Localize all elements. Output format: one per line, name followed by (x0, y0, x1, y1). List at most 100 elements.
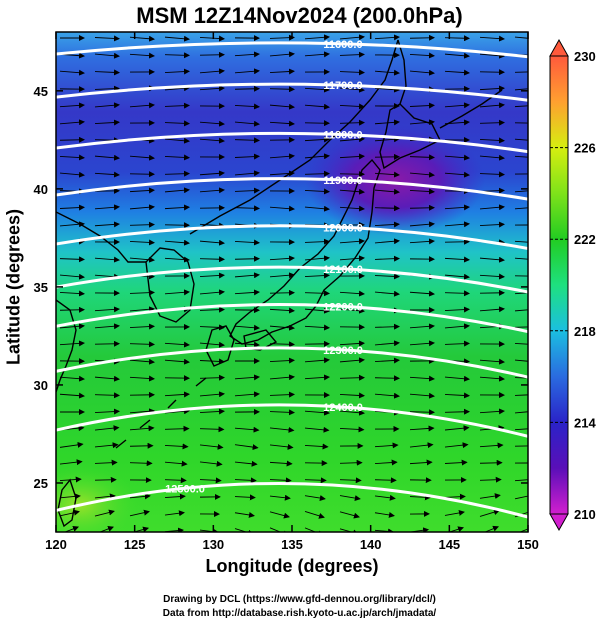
contour-label: 12400.0 (323, 402, 363, 414)
colorbar-bottom-extend (549, 513, 569, 532)
wind-vector (59, 290, 85, 297)
wind-vector (479, 273, 505, 280)
wind-vector (409, 171, 435, 178)
colorbar-ticks: 210 214 218 222 226 230 (550, 49, 596, 522)
wind-vector (234, 460, 258, 467)
wind-vector (234, 374, 260, 381)
colorbar-tick-label: 226 (574, 141, 596, 156)
wind-vector (479, 35, 505, 42)
wind-vector (59, 136, 85, 143)
wind-vector (304, 153, 330, 160)
wind-vector (479, 509, 500, 517)
wind-vector (374, 188, 400, 195)
wind-vector (269, 426, 295, 433)
wind-vector (304, 238, 330, 245)
wind-vector (94, 509, 115, 517)
wind-vector (199, 460, 223, 467)
wind-vector (234, 341, 260, 348)
height-contours: 11600.0 11700.0 11800.0 11900.0 12000.0 12100… (56, 39, 528, 519)
wind-vector (444, 408, 470, 415)
wind-vector (132, 526, 150, 532)
wind-vector (59, 392, 85, 399)
wind-vector (199, 170, 225, 177)
y-tick-label: 40 (34, 182, 48, 197)
coastlines (56, 39, 503, 528)
wind-vector (304, 188, 330, 195)
wind-vector (409, 392, 435, 399)
wind-vector (444, 323, 470, 330)
contour-line (56, 481, 528, 519)
wind-vector (409, 102, 435, 109)
wind-vector (234, 444, 259, 451)
wind-vector (339, 205, 365, 212)
wind-vector (374, 442, 399, 449)
wind-vector (59, 119, 85, 126)
wind-vector (479, 85, 505, 92)
wind-vector (94, 102, 120, 109)
wind-vector (164, 289, 190, 296)
wind-vector (304, 409, 330, 416)
chart-title: MSM 12Z14Nov2024 (200.0hPa) (136, 3, 463, 28)
credit-data-source: Data from http://database.rish.kyoto-u.a… (162, 608, 437, 619)
wind-vector (164, 425, 190, 432)
contour-label: 12300.0 (323, 345, 363, 357)
wind-vector (374, 494, 396, 501)
wind-vector (164, 52, 190, 59)
wind-vector (269, 205, 295, 212)
wind-vector (234, 170, 260, 177)
wind-vector (269, 289, 295, 296)
wind-vector (374, 69, 400, 76)
wind-vector (129, 306, 155, 313)
colorbar-tick-label: 222 (574, 232, 596, 247)
wind-vector (479, 358, 505, 365)
wind-vector (304, 170, 330, 177)
wind-vector (269, 307, 295, 314)
wind-vector (164, 443, 189, 450)
wind-vector (129, 204, 155, 211)
wind-vector (199, 443, 224, 450)
wind-vector (199, 85, 225, 92)
wind-vector (479, 102, 505, 109)
wind-vector (234, 477, 257, 484)
wind-vector (94, 256, 120, 263)
y-tick-label: 35 (34, 280, 48, 295)
wind-vector (304, 357, 330, 364)
japan-hokkaido-coast (379, 103, 441, 170)
wind-vector (129, 442, 154, 449)
contour-line (56, 265, 528, 294)
wind-vector (514, 342, 528, 345)
wind-vector (129, 375, 155, 382)
wind-vector (339, 34, 365, 41)
wind-vector (234, 239, 260, 246)
wind-vector (374, 136, 400, 143)
wind-vector (94, 35, 120, 42)
wind-vector (164, 137, 190, 144)
wind-vector (448, 526, 465, 532)
contour-line (56, 177, 528, 201)
japan-shikoku-coast (243, 329, 278, 351)
wind-vector (514, 257, 528, 260)
wind-vector (59, 171, 85, 178)
wind-vector (304, 51, 330, 58)
wind-vector (199, 374, 225, 381)
wind-vector (409, 34, 435, 41)
wind-vector (59, 459, 83, 466)
y-axis-ticks: 25 30 35 40 45 (34, 84, 528, 491)
wind-vector (164, 68, 190, 75)
wind-vector (514, 190, 528, 193)
wind-vector (269, 460, 293, 467)
wind-vector (269, 255, 295, 262)
wind-vector (234, 103, 260, 110)
wind-vector (94, 340, 120, 347)
wind-vector (409, 238, 435, 245)
wind-vector (514, 88, 528, 91)
wind-vector (514, 479, 528, 482)
wind-vector (94, 306, 120, 313)
wind-vector (129, 341, 155, 348)
wind-vector (94, 154, 120, 161)
wind-vector (269, 51, 295, 58)
wind-vector (269, 153, 295, 160)
wind-vector (129, 509, 150, 517)
wind-vector (514, 309, 528, 312)
wind-vector (479, 204, 505, 211)
